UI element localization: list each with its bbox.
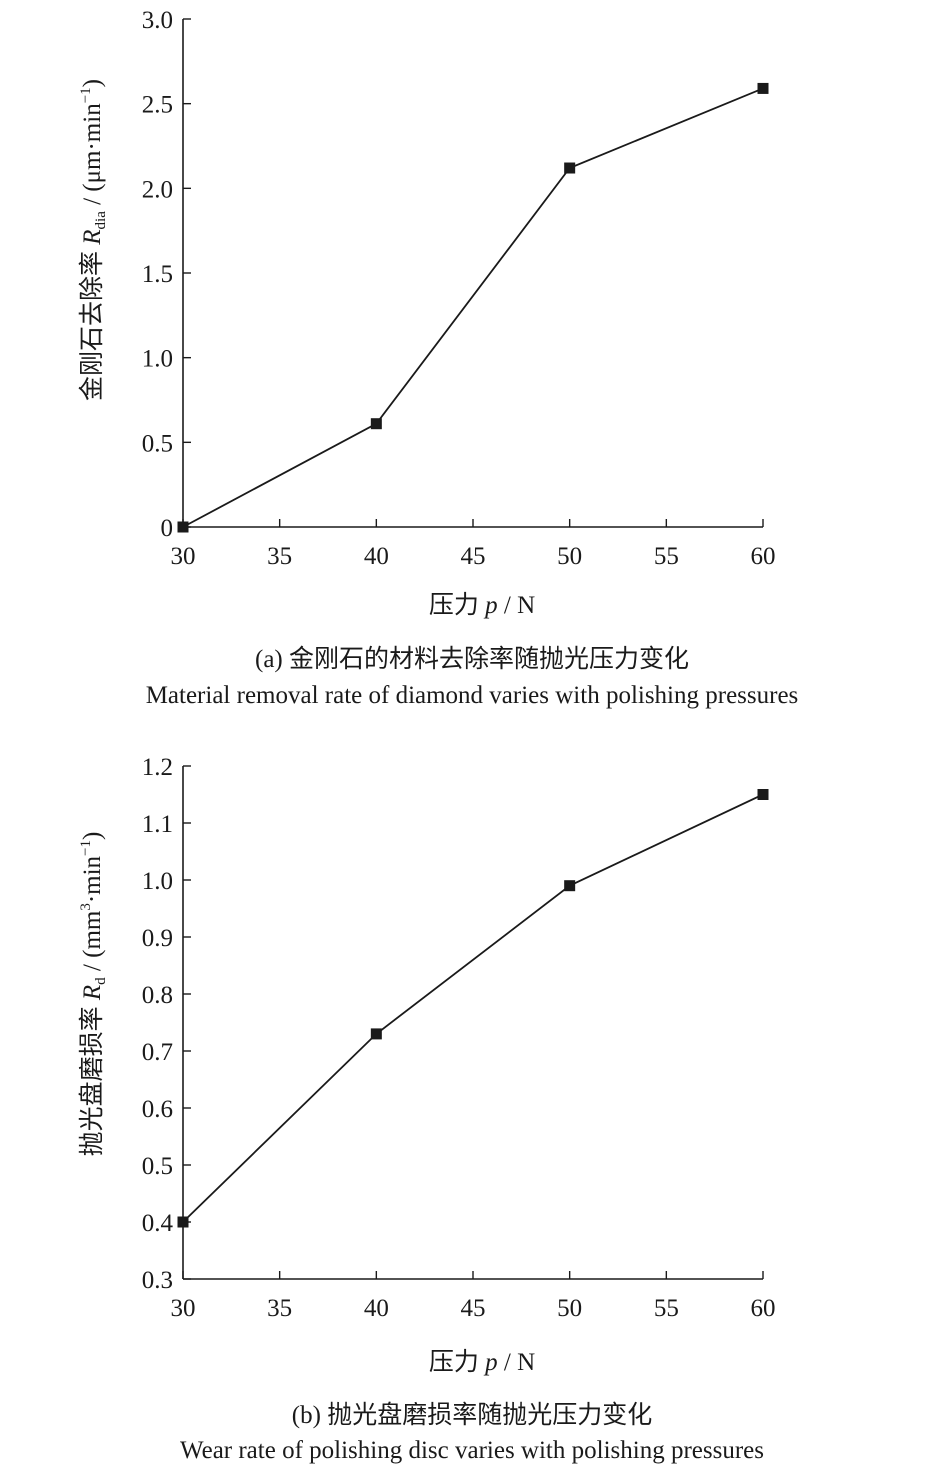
y-tick-label: 0 xyxy=(161,515,174,542)
series-line xyxy=(182,793,764,1223)
y-tick-label: 1.0 xyxy=(142,868,173,895)
chart-b-ticks: 30 35 40 45 50 55 60 0.3 0.4 0.5 0.6 0.7 0.8 0.9 1.0 1.… xyxy=(142,754,776,1322)
x-tick-label: 40 xyxy=(364,543,389,570)
y-tick-label: 2.5 xyxy=(142,92,173,119)
chart-a-axes xyxy=(182,19,763,528)
y-tick-label: 1.2 xyxy=(142,754,173,781)
x-tick-label: 60 xyxy=(751,1295,776,1322)
y-tick-label: 0.5 xyxy=(142,430,173,457)
x-tick-label: 50 xyxy=(557,1295,582,1322)
data-point-marker xyxy=(564,162,576,174)
y-tick-label: 0.4 xyxy=(142,1210,174,1237)
series-line xyxy=(182,87,764,528)
data-point-marker xyxy=(564,880,576,892)
chart-a-y-axis-title: 金刚石去除率 Rdia / (μm·min−1) xyxy=(78,79,109,401)
chart-a-ticks: 30 35 40 45 50 55 60 0 0.5 1.0 1.5 2.0 2.5 3.0 xyxy=(142,7,776,570)
x-tick-label: 55 xyxy=(654,1295,679,1322)
y-tick-label: 0.6 xyxy=(142,1096,173,1123)
data-point-marker xyxy=(370,1028,382,1040)
data-point-marker xyxy=(757,789,769,800)
x-tick-label: 50 xyxy=(557,543,582,570)
chart-b-axes xyxy=(182,766,763,1280)
x-tick-label: 60 xyxy=(751,543,776,570)
chart-b-caption-cn: (b) 抛光盘磨损率随抛光压力变化 xyxy=(292,1401,652,1429)
y-tick-label: 1.1 xyxy=(142,811,173,838)
chart-a-material-removal: 30 35 40 45 50 55 60 0 0.5 1.0 1.5 2.0 2.5 3.0 压力 p /… xyxy=(78,7,798,709)
chart-a-x-axis-title: 压力 p / N xyxy=(429,591,535,619)
x-tick-label: 55 xyxy=(654,543,679,570)
x-tick-label: 45 xyxy=(461,543,486,570)
data-point-marker xyxy=(177,1216,189,1228)
y-tick-label: 0.7 xyxy=(142,1039,173,1066)
chart-b-caption-en: Wear rate of polishing disc varies with … xyxy=(180,1437,764,1464)
x-tick-label: 45 xyxy=(461,1295,486,1322)
x-tick-label: 35 xyxy=(267,543,292,570)
y-tick-label: 0.5 xyxy=(142,1153,173,1180)
data-point-marker xyxy=(757,82,769,94)
y-tick-label: 0.3 xyxy=(142,1267,173,1294)
data-point-marker xyxy=(370,418,382,430)
x-tick-label: 35 xyxy=(267,1295,292,1322)
x-tick-label: 40 xyxy=(364,1295,389,1322)
chart-b-x-axis-title: 压力 p / N xyxy=(429,1348,535,1376)
y-tick-label: 0.9 xyxy=(142,925,173,952)
data-point-marker xyxy=(177,521,189,533)
chart-a-caption-en: Material removal rate of diamond varies … xyxy=(146,682,799,709)
y-tick-label: 1.5 xyxy=(142,261,173,288)
chart-b-series xyxy=(177,789,769,1228)
chart-b-disc-wear: 30 35 40 45 50 55 60 0.3 0.4 0.5 0.6 0.7 0.8 0.9 1.0 1.… xyxy=(78,754,776,1464)
y-tick-label: 2.0 xyxy=(142,176,173,203)
chart-b-y-axis-title: 抛光盘磨损率 Rd / (mm3·min−1) xyxy=(78,832,109,1157)
y-tick-label: 3.0 xyxy=(142,7,173,34)
chart-a-series xyxy=(177,82,769,533)
x-tick-label: 30 xyxy=(171,1295,196,1322)
chart-a-caption-cn: (a) 金刚石的材料去除率随抛光压力变化 xyxy=(255,645,689,673)
y-tick-label: 0.8 xyxy=(142,982,173,1009)
x-tick-label: 30 xyxy=(171,543,196,570)
y-tick-label: 1.0 xyxy=(142,346,173,373)
